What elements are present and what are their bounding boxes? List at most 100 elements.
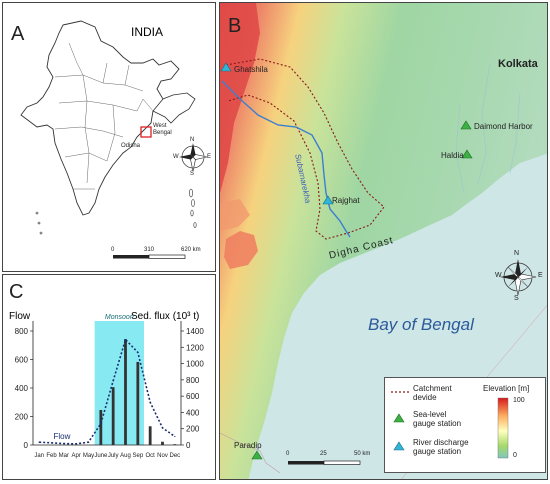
india-title: INDIA [131,25,164,39]
compass-b-s: S [514,295,519,302]
legend-catchment: Catchment devide [413,384,452,402]
compass-a-e: E [207,154,212,160]
left-tick-label: 200 [15,413,29,422]
x-tick-label: May [83,453,94,459]
label-ghatshila: Ghatshila [234,65,268,74]
right-tick-label: 1000 [186,360,204,369]
flow-point [124,338,127,341]
label-bay-of-bengal: Bay of Bengal [368,315,474,334]
x-tick-label: Dec [169,453,180,459]
right-tick-label: 0 [186,441,191,450]
x-tick-label: Feb [46,453,57,459]
label-haldia: Haldia [441,151,464,160]
label-kolkata: Kolkata [498,58,538,70]
scale-b-tick-50: 50 km [354,451,371,457]
sed-flux-bar [173,444,177,445]
x-tick-label: June [94,453,108,459]
flow-point [112,380,114,382]
flow-sediment-chart: Monsoon 0 200 400 600 800 0 200 400 600 800 1000 120… [15,314,205,459]
northeast-states [152,92,196,124]
monsoon-label: Monsoon [105,314,134,321]
rajghat-gauge-marker [322,195,334,205]
scale-b-tick-0: 0 [286,451,290,457]
compass-a-s: S [190,171,195,177]
panel-a-label: A [11,23,25,45]
legend-elev-max: 100 [513,397,525,404]
right-tick-label: 1400 [186,327,204,336]
compass-rose-b [500,259,537,296]
right-axis-title: Sed. flux (10³ t) [131,311,200,322]
label-daimond-harbor: Daimond Harbor [474,122,533,131]
sed-flux-bar [148,426,152,445]
state-label-west: West [153,123,167,129]
compass-a-w: W [173,154,179,160]
panel-b-study-area-map: B Ghatshila Kolkata Daimond Harbor Haldi… [219,2,548,480]
daimond-harbor-gauge-marker [460,120,472,130]
ghatshila-gauge-marker [220,62,232,72]
flow-series-label: Flow [54,432,71,441]
left-tick-label: 800 [15,327,29,336]
flow-point [174,435,176,438]
left-tick-label: 0 [24,441,29,450]
panel-c-flow-chart: C Flow Sed. flux (10³ t) Monsoon 0 200 400 6… [2,274,216,480]
x-tick-label: July [108,453,119,459]
flow-point [63,442,65,445]
compass-b-n: N [514,250,520,257]
right-tick-label: 1200 [186,343,204,352]
flow-point [50,442,53,444]
sed-flux-bar [161,441,164,445]
andaman-islands [189,188,197,228]
lakshadweep-islands [35,211,43,235]
left-tick-label: 600 [15,356,29,365]
label-rajghat: Rajghat [332,196,360,205]
flow-point [75,443,77,445]
panel-a-india-map: A INDIA [2,2,216,272]
scale-a-tick-310: 310 [144,247,155,253]
legend-sea-level: Sea-level gauge station [413,410,462,428]
elevation-map [220,3,547,479]
x-tick-label: Sep [132,453,143,459]
subarnarekha-river [221,80,351,238]
scale-bar-b [288,460,361,465]
haldia-gauge-marker [461,149,473,159]
flow-point [161,427,164,429]
india-outline-map [20,20,208,259]
sed-flux-bar [136,361,140,445]
compass-a-n: N [190,137,195,143]
right-tick-label: 600 [186,392,200,401]
flow-line [39,338,176,445]
legend-elev-min: 0 [513,452,517,459]
x-tick-label: Oct [145,453,155,459]
map-legend: Catchment devide Sea-level gauge station… [384,377,546,473]
left-tick-label: 400 [15,384,29,393]
right-tick-label: 200 [186,425,200,434]
scale-b-tick-25: 25 [320,451,327,457]
flow-point [38,441,40,443]
x-tick-label: Apr [71,453,80,459]
right-tick-label: 400 [186,408,200,417]
state-label-odisha: Odisha [121,143,141,149]
scale-a-tick-0: 0 [111,247,115,253]
catchment-divide [225,58,385,240]
x-tick-label: Jan [34,453,44,459]
left-axis-title: Flow [9,311,31,322]
sed-flux-bar [111,387,115,445]
flow-point [87,441,90,443]
compass-rose-a [179,143,208,172]
x-tick-label: Nov [157,453,168,459]
right-tick-label: 800 [186,376,200,385]
india-outline [20,20,180,216]
compass-b-e: E [538,272,543,279]
paradip-gauge-marker [251,450,263,460]
label-paradip: Paradip [234,441,262,450]
sed-flux-bar [99,409,103,445]
scale-a-tick-620: 620 km [181,247,201,253]
panel-c-label: C [9,281,24,303]
flow-point [100,423,102,425]
x-tick-label: Aug [120,453,131,459]
sed-flux-bar [124,339,127,445]
x-tick-label: Mar [59,453,69,459]
compass-b-w: W [495,272,502,279]
legend-elevation-title: Elevation [m] [483,384,530,393]
monsoon-band [94,321,144,445]
